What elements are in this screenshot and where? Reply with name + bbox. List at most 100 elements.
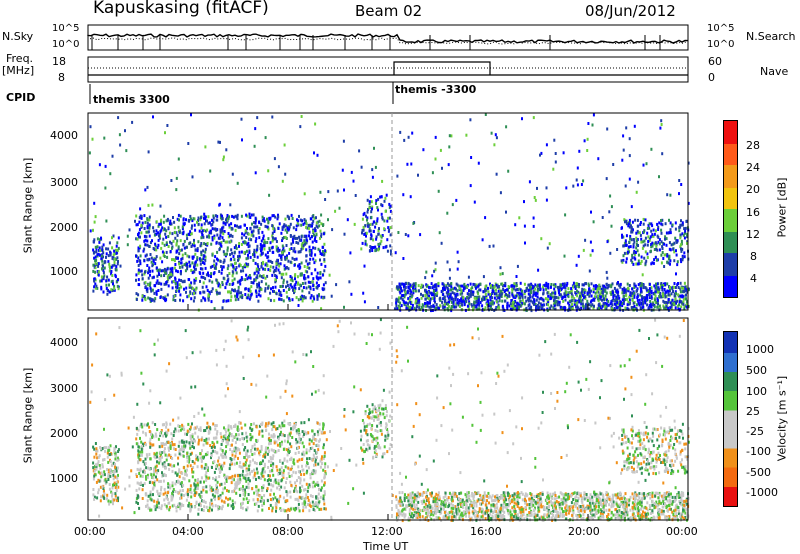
power-cell-1548 — [232, 264, 235, 268]
power-cell-2860 — [478, 288, 481, 292]
power-cell-101 — [110, 280, 113, 284]
velocity-cell-97 — [104, 449, 107, 453]
power-cell-3133 — [532, 290, 535, 294]
velocity-cell-39 — [96, 496, 99, 500]
power-cell-3512 — [119, 264, 122, 268]
power-cell-3662 — [358, 149, 361, 153]
power-cell-2864 — [686, 290, 689, 294]
velocity-cell-479 — [227, 428, 230, 432]
power-cell-868 — [204, 277, 207, 281]
power-cell-5 — [103, 266, 106, 270]
power-cell-2777 — [413, 306, 416, 310]
power-cell-3461 — [146, 226, 149, 230]
power-cell-1362 — [298, 263, 301, 267]
velocity-cell-890 — [188, 455, 191, 459]
velocity-cell-42 — [112, 473, 115, 477]
power-cell-335 — [170, 222, 173, 226]
velocity-cell-56 — [109, 471, 112, 475]
power-cell-905 — [199, 259, 202, 263]
power-cell-3631 — [407, 135, 410, 139]
cpid-label: CPID — [6, 91, 36, 104]
power-cell-2629 — [437, 307, 440, 310]
power-cell-467 — [153, 291, 156, 295]
velocity-cell-1070 — [307, 486, 310, 490]
power-cell-1384 — [300, 272, 303, 276]
power-cell-2758 — [636, 294, 639, 298]
power-cell-1273 — [264, 276, 267, 280]
power-cell-3425 — [662, 257, 665, 260]
velocity-cell-65 — [115, 497, 118, 501]
power-cell-1219 — [295, 280, 298, 284]
power-cell-3326 — [643, 239, 646, 243]
power-cell-2819 — [539, 287, 542, 291]
power-cell-2706 — [443, 305, 446, 309]
power-cell-1543 — [253, 278, 256, 282]
power-cell-2831 — [439, 298, 442, 302]
power-cell-1123 — [202, 249, 205, 253]
power-cell-652 — [137, 293, 140, 297]
velocity-cell-747 — [189, 446, 192, 450]
power-cell-446 — [193, 296, 196, 300]
power-cell-1430 — [224, 222, 227, 226]
power-cell-519 — [301, 296, 304, 300]
velocity-cell-834 — [212, 436, 215, 440]
velocity-cell-214 — [182, 449, 185, 453]
power-cell-437 — [165, 229, 168, 233]
power-cell-1607 — [389, 204, 392, 208]
velocity-cell-851 — [274, 496, 277, 500]
power-cell-3721 — [495, 300, 498, 304]
power-cell-3182 — [650, 245, 653, 249]
power-cell-1348 — [289, 260, 292, 264]
power-cell-3382 — [654, 255, 657, 259]
power-cell-2507 — [504, 299, 507, 303]
velocity-cell-289 — [219, 494, 222, 498]
power-cell-3235 — [629, 234, 632, 238]
power-cell-3028 — [656, 305, 659, 309]
power-cell-976 — [237, 225, 240, 229]
power-cell-1901 — [539, 302, 542, 306]
power-cell-237 — [303, 265, 306, 268]
power-cell-1020 — [279, 285, 282, 288]
power-cell-3362 — [658, 238, 661, 242]
power-cell-2527 — [511, 307, 514, 311]
velocity-cell-443 — [137, 453, 140, 457]
noise-right-tick-low: 10^0 — [707, 39, 735, 50]
power-cell-3569 — [402, 257, 405, 260]
power-cell-3095 — [484, 306, 487, 310]
velocity-cell-358 — [227, 497, 230, 501]
power-cell-1233 — [227, 217, 230, 221]
power-cell-3443 — [528, 180, 531, 184]
power-cell-3230 — [670, 243, 673, 247]
velocity-cell-657 — [193, 446, 195, 450]
cpid-2-label: themis -3300 — [395, 83, 477, 96]
power-cell-3281 — [669, 262, 671, 266]
power-cell-3020 — [630, 291, 633, 295]
velocity-cell-966 — [296, 431, 299, 435]
power-cell-3153 — [512, 304, 515, 308]
power-cell-2810 — [623, 288, 626, 292]
power-cell-3591 — [490, 131, 493, 135]
power-cell-1137 — [218, 291, 221, 295]
power-cell-919 — [249, 276, 252, 280]
velocity-cell-557 — [177, 444, 180, 448]
power-cell-1111 — [309, 223, 312, 227]
power-cell-3695 — [425, 284, 428, 288]
power-cell-3158 — [481, 298, 484, 302]
power-cell-3352 — [648, 222, 651, 226]
power-cell-867 — [277, 268, 280, 272]
power-cell-2998 — [458, 301, 461, 305]
power-cell-3643 — [669, 193, 672, 197]
power-cell-349 — [246, 256, 249, 260]
power-cell-1176 — [159, 268, 161, 272]
velocity-cell-433 — [264, 453, 267, 457]
freq-tick-high: 18 — [52, 55, 66, 68]
power-cell-3576 — [448, 268, 451, 272]
velocity-cell-738 — [140, 453, 143, 457]
power-cell-2613 — [473, 283, 476, 287]
power-cell-3497 — [431, 171, 434, 175]
power-cell-376 — [178, 289, 181, 293]
velocity-cell-570 — [236, 447, 239, 450]
velocity-cell-651 — [243, 493, 246, 497]
power-cell-221 — [193, 288, 196, 292]
power-cell-2768 — [607, 283, 610, 287]
